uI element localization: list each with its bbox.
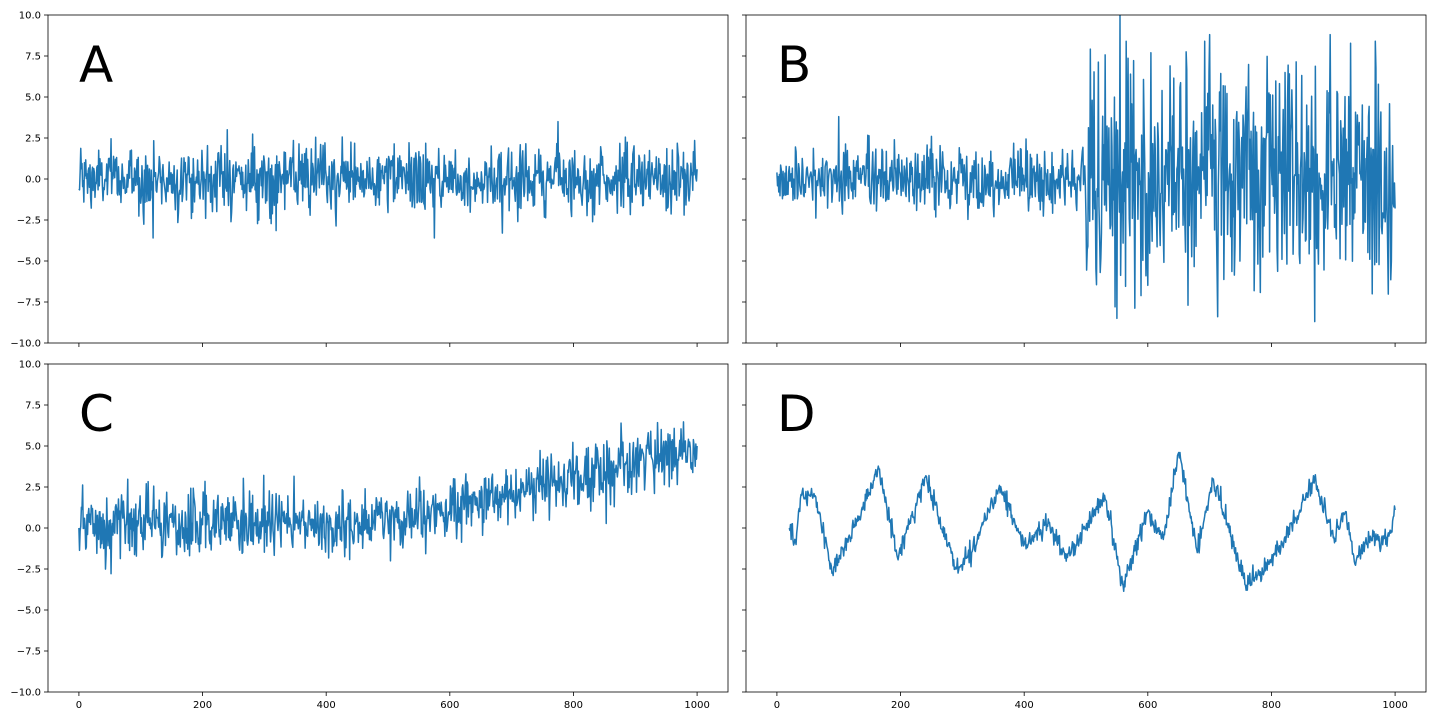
y-tick-label: −10.0: [10, 688, 41, 699]
x-tick-label: 1000: [1382, 700, 1407, 711]
y-tick-label: −7.5: [17, 298, 41, 309]
panel-label-b: B: [777, 36, 811, 94]
series-line-a: [78, 120, 698, 239]
series-line-c: [78, 421, 698, 575]
panel-label-a: A: [79, 36, 113, 94]
y-tick-label: 2.5: [25, 483, 41, 494]
y-tick-label: 7.5: [25, 401, 41, 412]
y-tick-label: 5.0: [25, 93, 41, 104]
x-tick-label: 1000: [684, 700, 709, 711]
series-line-b: [776, 15, 1396, 323]
x-tick-label: 600: [1138, 700, 1157, 711]
y-tick-label: −2.5: [17, 565, 41, 576]
y-tick-label: 10.0: [19, 360, 41, 371]
y-tick-label: 2.5: [25, 134, 41, 145]
x-tick-label: 400: [1015, 700, 1034, 711]
y-tick-label: −10.0: [10, 339, 41, 350]
panel-c: −10.0 −7.5 −5.0 −2.5 0.0 2.5 5.0 7.5 10.0 0 200 400…: [10, 360, 729, 711]
panel-b: B: [742, 14, 1427, 347]
x-tick-label: 600: [440, 700, 459, 711]
y-tick-label: −5.0: [17, 257, 41, 268]
x-tick-label: 0: [774, 700, 780, 711]
x-tick-label: 400: [317, 700, 336, 711]
panel-a: −10.0 −7.5 −5.0 −2.5 0.0 2.5 5.0 7.5 10.0 A: [10, 11, 729, 350]
y-tick-label: 0.0: [25, 175, 41, 186]
x-tick-label: 800: [1262, 700, 1281, 711]
panel-label-d: D: [777, 385, 816, 443]
panel-d: 0 200 400 600 800 1000 D: [742, 363, 1427, 711]
x-tick-label: 200: [193, 700, 212, 711]
y-tick-label: 7.5: [25, 52, 41, 63]
y-tick-label: −5.0: [17, 606, 41, 617]
panel-label-c: C: [79, 385, 114, 443]
y-tick-label: 5.0: [25, 442, 41, 453]
x-tick-label: 0: [76, 700, 82, 711]
y-tick-label: −7.5: [17, 647, 41, 658]
x-tick-label: 800: [564, 700, 583, 711]
y-tick-label: 10.0: [19, 11, 41, 22]
y-tick-label: −2.5: [17, 216, 41, 227]
y-tick-label: 0.0: [25, 524, 41, 535]
x-tick-label: 200: [891, 700, 910, 711]
series-line-d: [788, 451, 1396, 593]
